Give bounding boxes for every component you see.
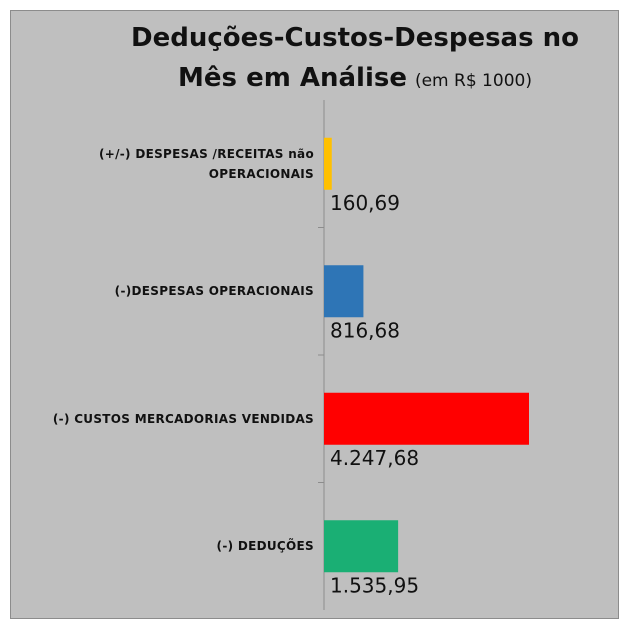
value-label: 160,69: [330, 191, 400, 215]
value-label: 816,68: [330, 318, 400, 342]
bar: [324, 137, 332, 190]
category-label: (-) CUSTOS MERCADORIAS VENDIDAS: [52, 411, 314, 426]
category-label: (-)DESPESAS OPERACIONAIS: [114, 284, 314, 299]
category-label: (-) DEDUÇÕES: [216, 539, 314, 554]
value-label: 1.535,95: [330, 573, 419, 597]
chart-title: Deduções-Custos-Despesas no: [131, 23, 579, 53]
bar: [324, 392, 529, 445]
chart-area: [10, 10, 619, 619]
chart-subtitle: (em R$ 1000): [415, 71, 532, 91]
chart-title-2: Mês em Análise (em R$ 1000): [178, 63, 532, 93]
bar: [324, 265, 364, 318]
category-label: (+/-) DESPESAS /RECEITAS não OPERACIONAI…: [98, 146, 314, 181]
value-label: 4.247,68: [330, 446, 419, 470]
chart-title-line2: Mês em Análise: [178, 63, 407, 93]
bar: [324, 520, 399, 573]
